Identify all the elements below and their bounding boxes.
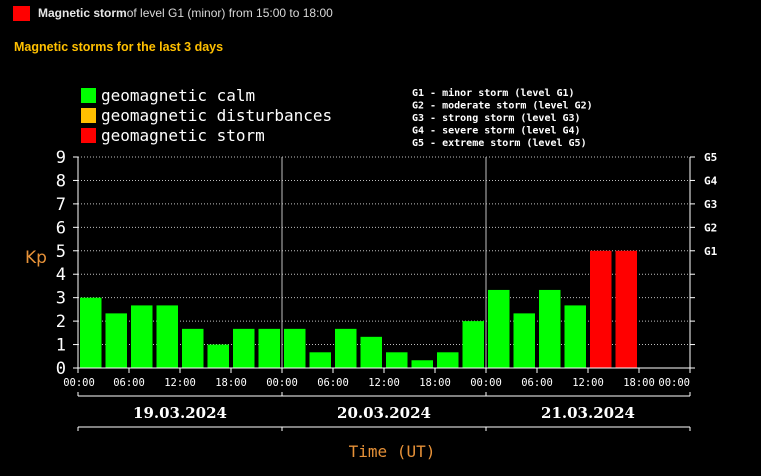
right-label-G5: G5 xyxy=(704,151,717,164)
right-label-G3: G3 xyxy=(704,198,717,211)
kp-bar-14 xyxy=(437,352,459,368)
kp-bar-18 xyxy=(539,289,561,368)
day-label-1: 20.03.2024 xyxy=(337,404,431,422)
legend-label-1: geomagnetic disturbances xyxy=(101,106,332,125)
kp-bar-6 xyxy=(233,328,255,368)
y-tick-label-5: 5 xyxy=(56,242,66,262)
chart-axes xyxy=(73,156,695,431)
y-tick-label-8: 8 xyxy=(56,171,66,191)
section-title: Magnetic storms for the last 3 days xyxy=(14,40,224,54)
y-tick-label-2: 2 xyxy=(56,312,66,332)
kp-bar-10 xyxy=(335,328,357,368)
chart-bars xyxy=(80,250,637,368)
x-tick-label-12: 00:00 xyxy=(658,377,690,389)
x-tick-label-10: 12:00 xyxy=(572,377,604,389)
legend-label-0: geomagnetic calm xyxy=(101,86,255,105)
x-tick-label-8: 00:00 xyxy=(470,377,502,389)
legend-label-2: geomagnetic storm xyxy=(101,126,265,145)
chart-labels: 0 1 2 3 4 5 6 7 8 9 G1 G2 G3 G4 G5 Kp 00:00 06:00 12:00 18:… xyxy=(25,148,718,461)
x-tick-label-6: 12:00 xyxy=(368,377,400,389)
g-level-line-0: G1 - minor storm (level G1) xyxy=(412,87,575,99)
kp-bar-5 xyxy=(207,344,229,368)
y-tick-label-1: 1 xyxy=(56,336,66,356)
x-tick-label-4: 00:00 xyxy=(266,377,298,389)
y-tick-label-7: 7 xyxy=(56,195,66,215)
right-label-G2: G2 xyxy=(704,221,717,234)
legend-swatch-1 xyxy=(81,108,96,123)
x-tick-label-7: 18:00 xyxy=(419,377,451,389)
kp-bar-19 xyxy=(564,305,586,368)
y-tick-label-3: 3 xyxy=(56,289,66,309)
g-level-line-2: G3 - strong storm (level G3) xyxy=(412,113,581,124)
chart-grid xyxy=(78,156,690,368)
kp-bar-7 xyxy=(258,328,280,368)
x-axis-title: Time (UT) xyxy=(349,442,436,461)
x-tick-label-1: 06:00 xyxy=(113,377,145,389)
day-label-0: 19.03.2024 xyxy=(133,404,227,422)
x-tick-label-11: 18:00 xyxy=(623,377,655,389)
y-tick-label-4: 4 xyxy=(56,265,66,285)
kp-bar-0 xyxy=(80,297,102,368)
kp-bar-9 xyxy=(309,352,331,368)
y-tick-label-0: 0 xyxy=(56,359,66,379)
x-tick-label-2: 12:00 xyxy=(164,377,196,389)
y-tick-label-6: 6 xyxy=(56,218,66,238)
kp-bar-17 xyxy=(513,313,535,368)
right-label-G4: G4 xyxy=(704,174,718,187)
kp-bar-8 xyxy=(284,328,306,368)
storm-status-square-icon xyxy=(13,5,30,21)
legend-swatch-0 xyxy=(81,88,96,103)
kp-bar-16 xyxy=(488,289,510,368)
x-tick-label-5: 06:00 xyxy=(317,377,349,389)
kp-bar-1 xyxy=(105,313,127,368)
day-label-2: 21.03.2024 xyxy=(541,404,635,422)
right-label-G1: G1 xyxy=(704,245,718,258)
kp-bar-13 xyxy=(411,360,433,368)
status-bold-text: Magnetic storm xyxy=(38,6,127,20)
kp-bar-15 xyxy=(462,321,484,368)
status-header: Magnetic storm of level G1 (minor) from … xyxy=(13,4,333,22)
y-axis-title: Kp xyxy=(25,248,47,268)
g-level-line-3: G4 - severe storm (level G4) xyxy=(412,126,581,137)
kp-bar-21 xyxy=(615,250,637,368)
kp-bar-12 xyxy=(386,352,408,368)
x-tick-label-9: 06:00 xyxy=(521,377,553,389)
kp-bar-2 xyxy=(131,305,153,368)
kp-bar-11 xyxy=(360,336,382,368)
legend-swatch-2 xyxy=(81,128,96,143)
g-level-line-1: G2 - moderate storm (level G2) xyxy=(412,101,593,112)
g-level-legend: G1 - minor storm (level G1) G2 - moderate… xyxy=(412,87,593,149)
g-level-line-4: G5 - extreme storm (level G5) xyxy=(412,138,587,149)
x-tick-label-0: 00:00 xyxy=(63,377,95,389)
status-detail-text: of level G1 (minor) from 15:00 to 18:00 xyxy=(126,6,333,20)
x-tick-label-3: 18:00 xyxy=(215,377,247,389)
kp-bar-3 xyxy=(156,305,178,368)
kp-bar-20 xyxy=(590,250,612,368)
kp-bar-4 xyxy=(182,328,204,368)
y-tick-label-9: 9 xyxy=(56,148,66,168)
